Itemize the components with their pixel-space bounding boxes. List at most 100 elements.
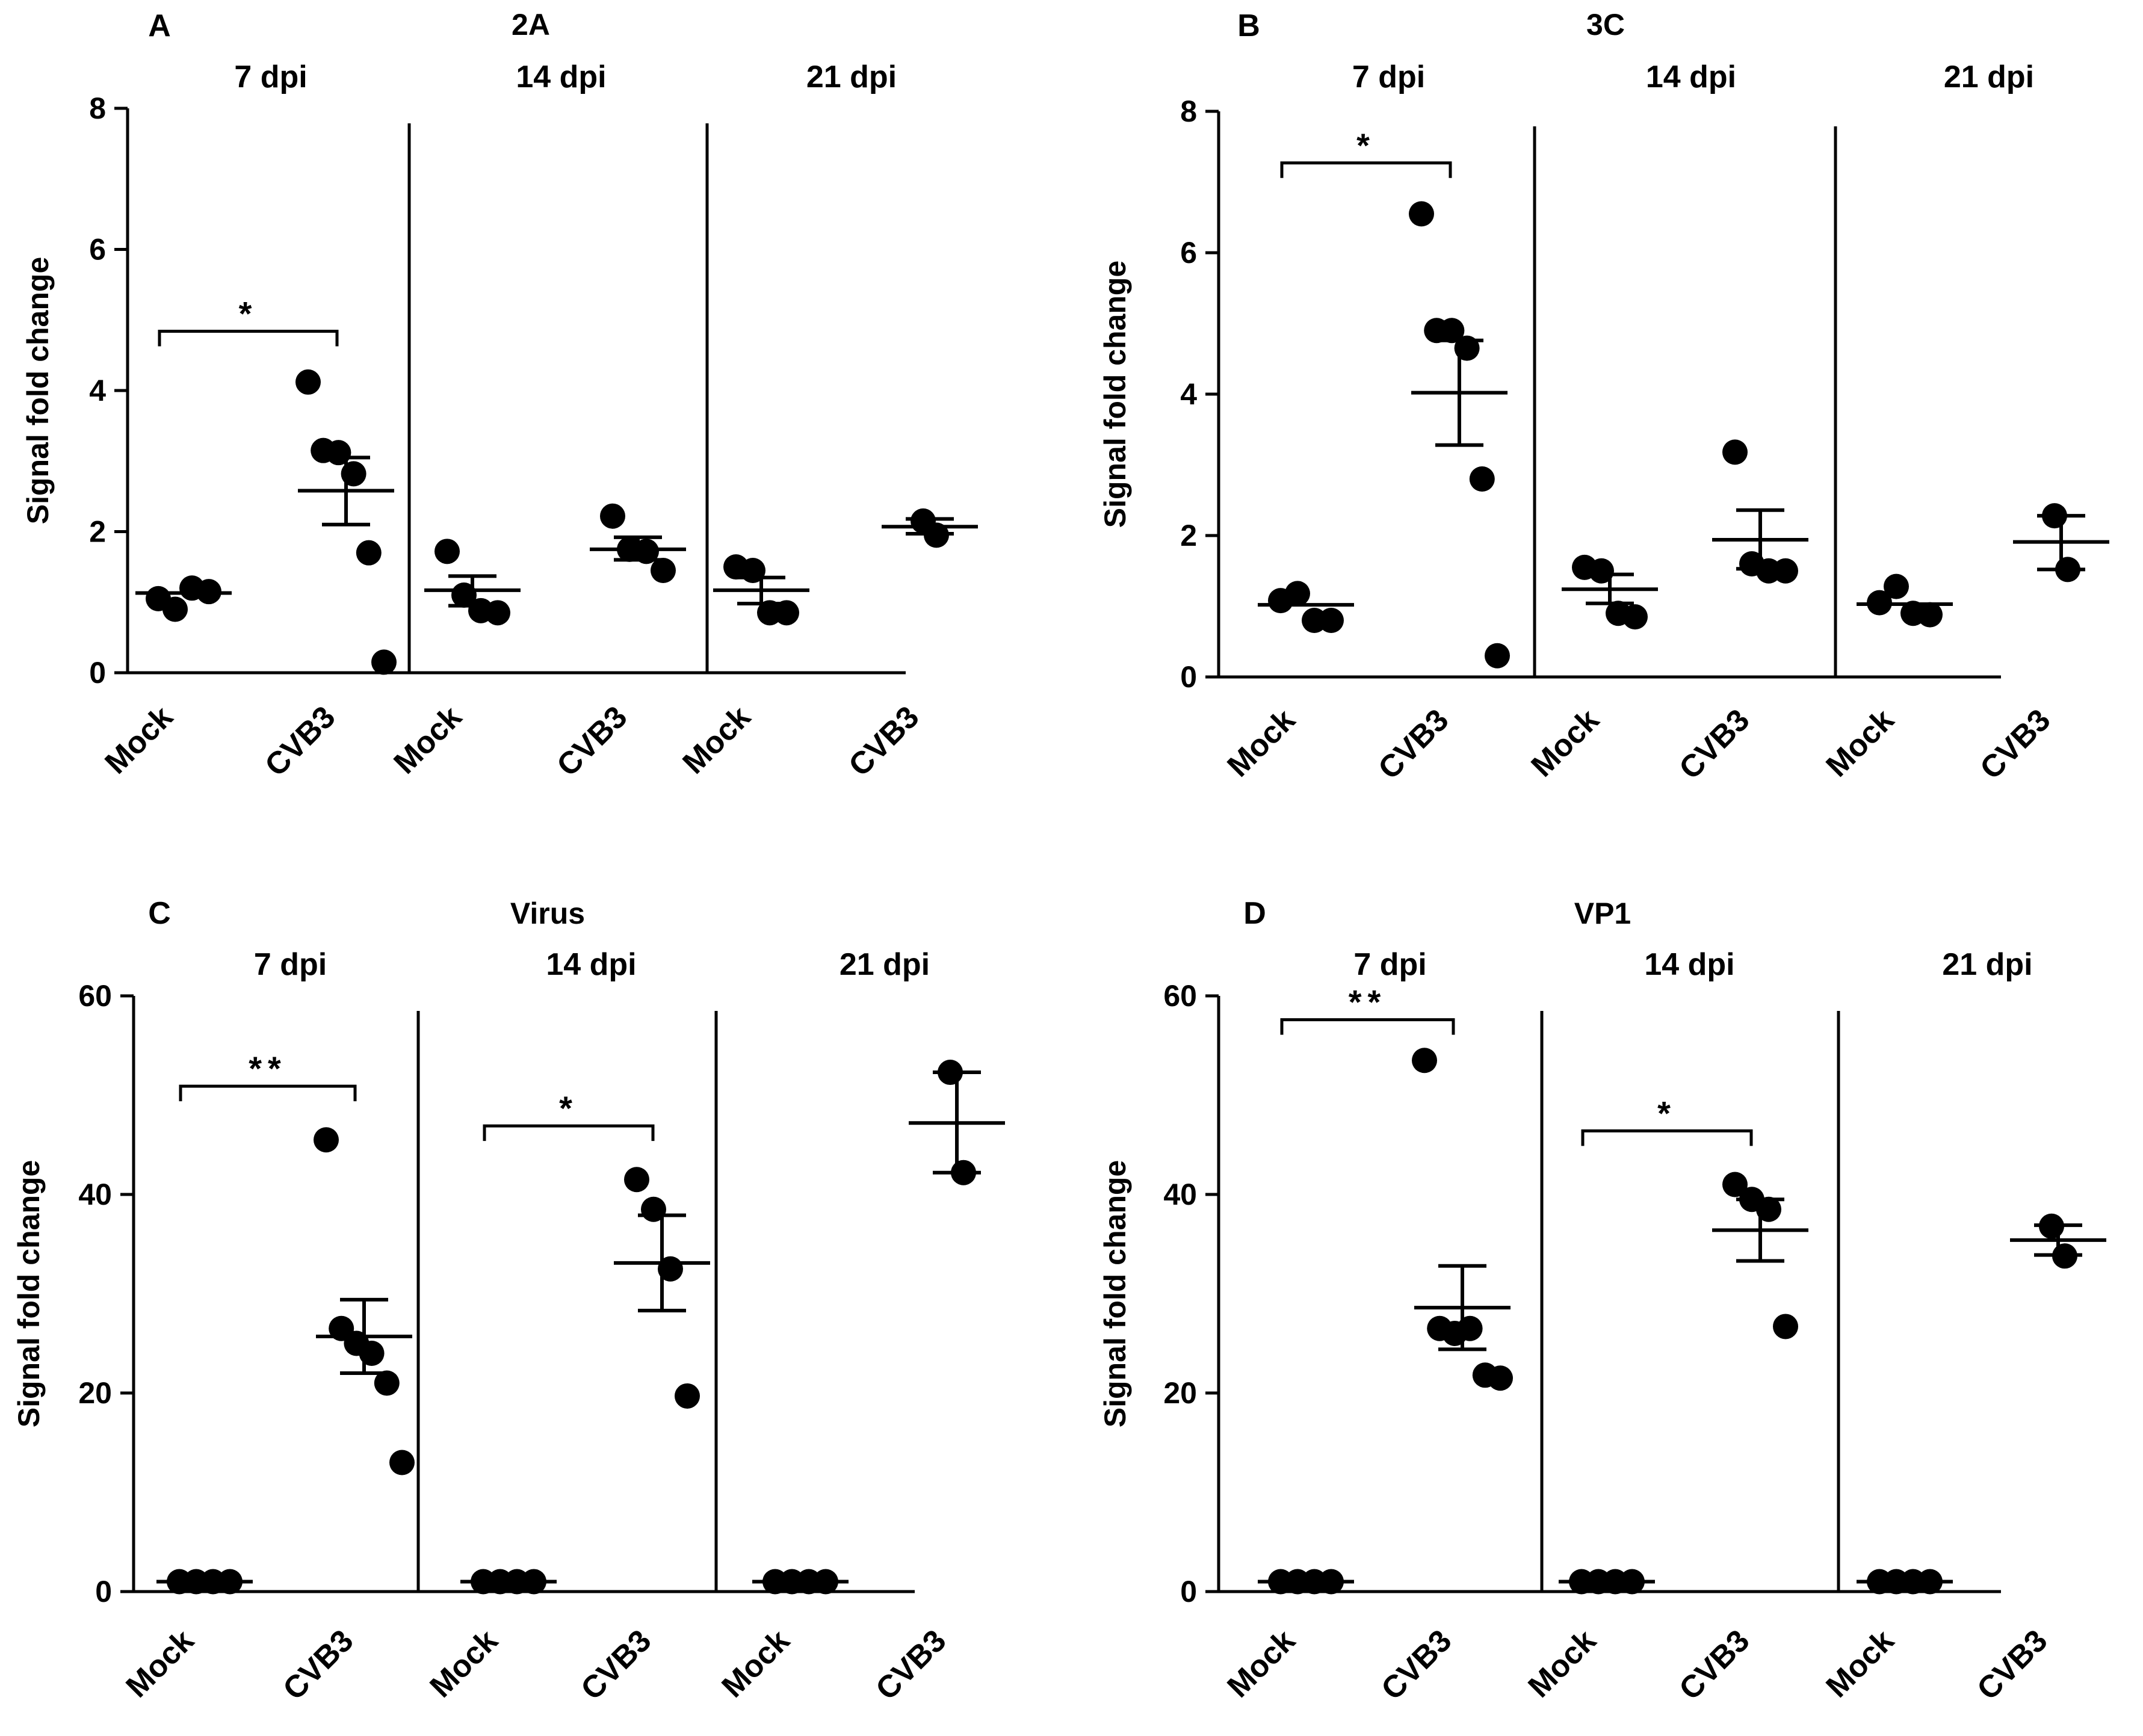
cvb3-category-label: CVB3	[869, 1623, 953, 1707]
cvb3-category-label: CVB3	[1672, 1623, 1756, 1707]
mock-category-label: Mock	[119, 1623, 200, 1704]
panel-letter: A	[148, 8, 171, 43]
timepoint-label: 7 dpi	[254, 947, 327, 982]
mock-category-label: Mock	[1819, 702, 1900, 783]
cvb3-data-point	[1409, 201, 1434, 227]
y-tick-label: 60	[78, 979, 112, 1013]
panel-title: VP1	[1574, 897, 1631, 930]
significance-bracket	[1280, 1018, 1455, 1035]
mock-category-label: Mock	[1524, 702, 1606, 783]
significance-label: *	[1657, 1094, 1677, 1132]
panel-letter: C	[148, 896, 171, 931]
panel-b: B 3C 0 2 4 6 8 Signal fold change 7 dpi Mock CVB3 *…	[1098, 8, 2109, 786]
significance-label: *	[559, 1089, 578, 1127]
y-tick-label: 40	[1163, 1178, 1197, 1211]
y-tick-label: 2	[89, 515, 106, 549]
y-axis-label: Signal fold change	[21, 257, 55, 524]
cvb3-data-point	[1722, 1172, 1748, 1197]
panel-title: Virus	[510, 897, 585, 930]
mock-category-label: Mock	[1521, 1623, 1603, 1704]
mock-data-point	[1884, 573, 1909, 599]
mock-data-point	[1917, 602, 1943, 628]
cvb3-data-point	[1439, 318, 1465, 344]
timepoint-label: 21 dpi	[806, 60, 897, 94]
cvb3-data-point	[651, 557, 676, 583]
y-tick-label: 40	[78, 1178, 112, 1211]
panel-d: D VP1 0 20 40 60 Signal fold change 7 dpi Mock CV…	[1098, 896, 2106, 1707]
timepoint-label: 21 dpi	[840, 947, 930, 982]
panel-a: A 2A 0 2 4 6 8 Signal fold change 7 dpi Mock CVB3 *…	[21, 8, 978, 783]
cvb3-data-point	[314, 1127, 339, 1153]
y-tick-label: 0	[1180, 1575, 1197, 1608]
significance-label: **	[249, 1049, 287, 1087]
panel-title: 2A	[512, 8, 550, 42]
cvb3-data-point	[356, 540, 382, 566]
y-tick-label: 0	[1180, 660, 1197, 694]
cvb3-category-label: CVB3	[1970, 1623, 2054, 1707]
significance-label: **	[1349, 983, 1387, 1021]
timepoint-label: 21 dpi	[1944, 60, 2034, 94]
mock-category-label: Mock	[423, 1623, 504, 1704]
cvb3-data-point	[1722, 439, 1748, 465]
mock-data-point	[1622, 604, 1648, 630]
cvb3-category-label: CVB3	[258, 699, 342, 783]
mock-category-label: Mock	[387, 699, 468, 780]
cvb3-data-point	[1773, 1314, 1798, 1339]
y-tick-label: 4	[89, 374, 106, 407]
mock-data-point	[434, 539, 460, 564]
mock-category-label: Mock	[1220, 1623, 1302, 1704]
cvb3-category-label: CVB3	[276, 1623, 360, 1707]
y-axis-label: Signal fold change	[1098, 261, 1132, 528]
y-tick-label: 0	[95, 1575, 112, 1608]
cvb3-category-label: CVB3	[574, 1623, 658, 1707]
cvb3-data-point	[600, 503, 625, 529]
mock-category-label: Mock	[98, 699, 179, 780]
y-tick-label: 20	[1163, 1376, 1197, 1410]
cvb3-data-point	[1469, 466, 1495, 492]
y-tick-label: 4	[1180, 377, 1197, 411]
cvb3-category-label: CVB3	[550, 699, 634, 783]
cvb3-data-point	[675, 1383, 700, 1409]
panel-c: C Virus 0 20 40 60 Signal fold change 7 dpi Mock…	[12, 896, 1005, 1707]
mock-data-point	[1285, 581, 1310, 607]
mock-data-point	[1589, 558, 1614, 584]
y-tick-label: 8	[1180, 94, 1197, 128]
timepoint-label: 21 dpi	[1942, 947, 2032, 982]
cvb3-data-point	[624, 1167, 649, 1193]
significance-bracket	[483, 1124, 655, 1141]
significance-label: *	[239, 295, 258, 333]
cvb3-data-point	[374, 1370, 400, 1396]
y-tick-label: 2	[1180, 519, 1197, 552]
significance-bracket	[1581, 1129, 1753, 1146]
panel-letter: B	[1237, 8, 1260, 43]
y-tick-label: 6	[1180, 236, 1197, 270]
mock-category-label: Mock	[676, 699, 757, 780]
cvb3-category-label: CVB3	[842, 699, 926, 783]
mock-category-label: Mock	[1220, 702, 1302, 783]
significance-bracket	[1280, 161, 1452, 178]
timepoint-label: 14 dpi	[1644, 947, 1734, 982]
cvb3-data-point	[1412, 1048, 1437, 1073]
cvb3-data-point	[389, 1450, 415, 1475]
significance-label: *	[1356, 126, 1376, 164]
significance-bracket	[158, 330, 339, 347]
cvb3-category-label: CVB3	[1371, 702, 1455, 786]
y-axis-label: Signal fold change	[1098, 1160, 1132, 1427]
timepoint-label: 14 dpi	[1646, 60, 1736, 94]
cvb3-data-point	[295, 369, 321, 395]
timepoint-label: 7 dpi	[234, 60, 307, 94]
mock-data-point	[162, 596, 188, 622]
timepoint-label: 14 dpi	[546, 947, 636, 982]
cvb3-data-point	[634, 539, 659, 564]
y-axis-label: Signal fold change	[12, 1160, 46, 1427]
cvb3-data-point	[1773, 558, 1798, 584]
mock-data-point	[774, 600, 799, 626]
y-tick-label: 8	[89, 91, 106, 125]
cvb3-category-label: CVB3	[1672, 702, 1756, 786]
cvb3-data-point	[1756, 1196, 1781, 1222]
panel-title: 3C	[1586, 8, 1625, 42]
y-tick-label: 6	[89, 233, 106, 267]
cvb3-data-point	[1485, 643, 1510, 669]
cvb3-data-point	[371, 649, 397, 675]
